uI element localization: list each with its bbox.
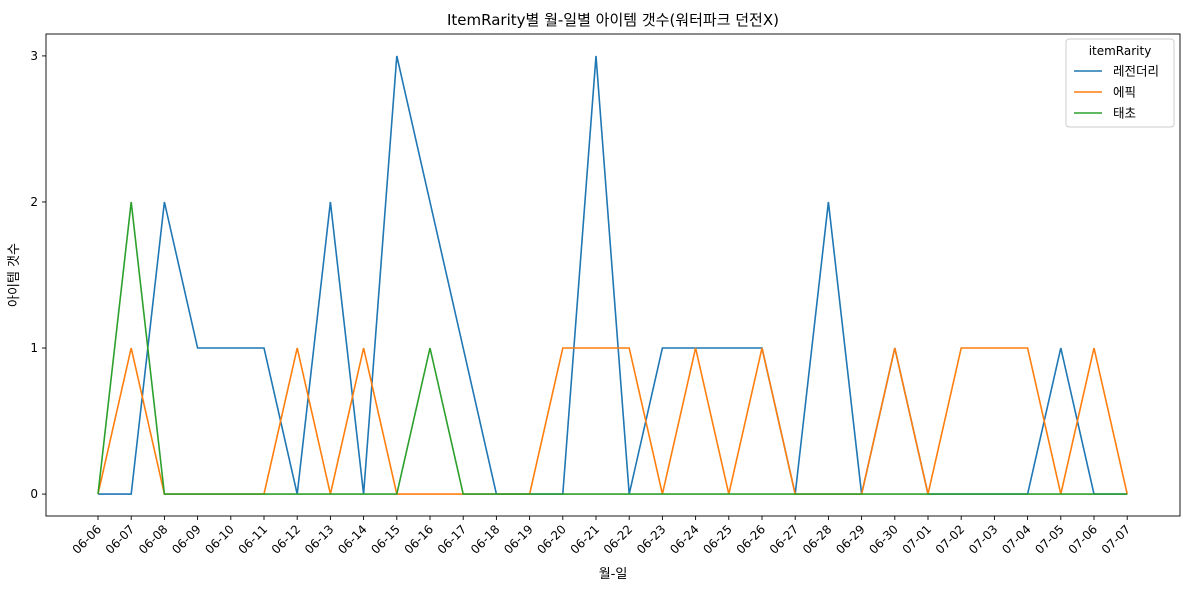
legend-label: 에픽 — [1113, 85, 1136, 100]
legend-title: itemRarity — [1089, 44, 1152, 58]
plot-frame — [45, 33, 1181, 517]
y-axis: 0 1 2 3 — [30, 49, 46, 501]
y-axis-label: 아이템 갯수 — [7, 243, 22, 307]
y-tick-label: 0 — [30, 487, 38, 501]
legend-label: 태초 — [1113, 106, 1136, 121]
legend-box — [1065, 38, 1175, 128]
y-tick-label: 2 — [30, 195, 38, 209]
y-tick-label: 1 — [30, 341, 38, 355]
legend-label: 레전더리 — [1113, 64, 1159, 79]
chart-title: ItemRarity별 월-일별 아이템 갯수(워터파크 던전X) — [447, 11, 779, 29]
x-axis-label: 월-일 — [599, 567, 628, 582]
series-line — [97, 201, 1128, 495]
series-lines — [97, 55, 1128, 495]
y-tick-label: 3 — [30, 49, 38, 63]
series-line — [97, 347, 1128, 495]
